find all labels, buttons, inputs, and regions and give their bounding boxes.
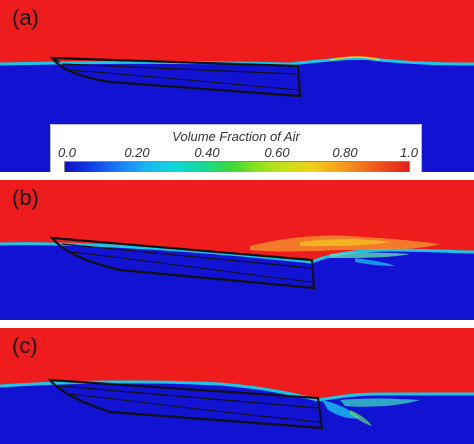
legend-ticks: 0.0 0.20 0.40 0.60 0.80 1.0	[51, 145, 421, 160]
colorbar-legend: Volume Fraction of Air 0.0 0.20 0.40 0.6…	[50, 124, 422, 172]
boat-hull	[49, 236, 316, 290]
boat-hull	[49, 56, 302, 98]
spray-region	[250, 235, 440, 266]
panel-label-c: (c)	[12, 333, 38, 358]
boat-hull	[47, 378, 324, 430]
water-region	[0, 381, 474, 444]
volume-fraction-field-b	[0, 180, 474, 320]
air-entrainment-region	[322, 398, 420, 426]
panel-a: (a) Volume Fraction of Air 0.0 0.20 0.40…	[0, 0, 474, 172]
legend-tick: 1.0	[399, 145, 419, 160]
legend-title: Volume Fraction of Air	[172, 129, 300, 144]
panel-b: (b)	[0, 180, 474, 320]
free-surface-line	[0, 56, 474, 66]
legend-tick: 0.80	[332, 145, 358, 160]
panel-c: (c)	[0, 328, 474, 444]
legend-tick: 0.40	[194, 145, 220, 160]
panel-label-b: (b)	[12, 185, 39, 210]
legend-tick: 0.0	[57, 145, 77, 160]
legend-tick: 0.20	[124, 145, 150, 160]
legend-tick: 0.60	[264, 145, 290, 160]
colorbar-gradient	[64, 161, 410, 172]
volume-fraction-field-c	[0, 328, 474, 444]
bow-wave-crest	[329, 56, 381, 61]
panel-label-a: (a)	[12, 5, 39, 30]
free-surface-line	[0, 242, 474, 264]
